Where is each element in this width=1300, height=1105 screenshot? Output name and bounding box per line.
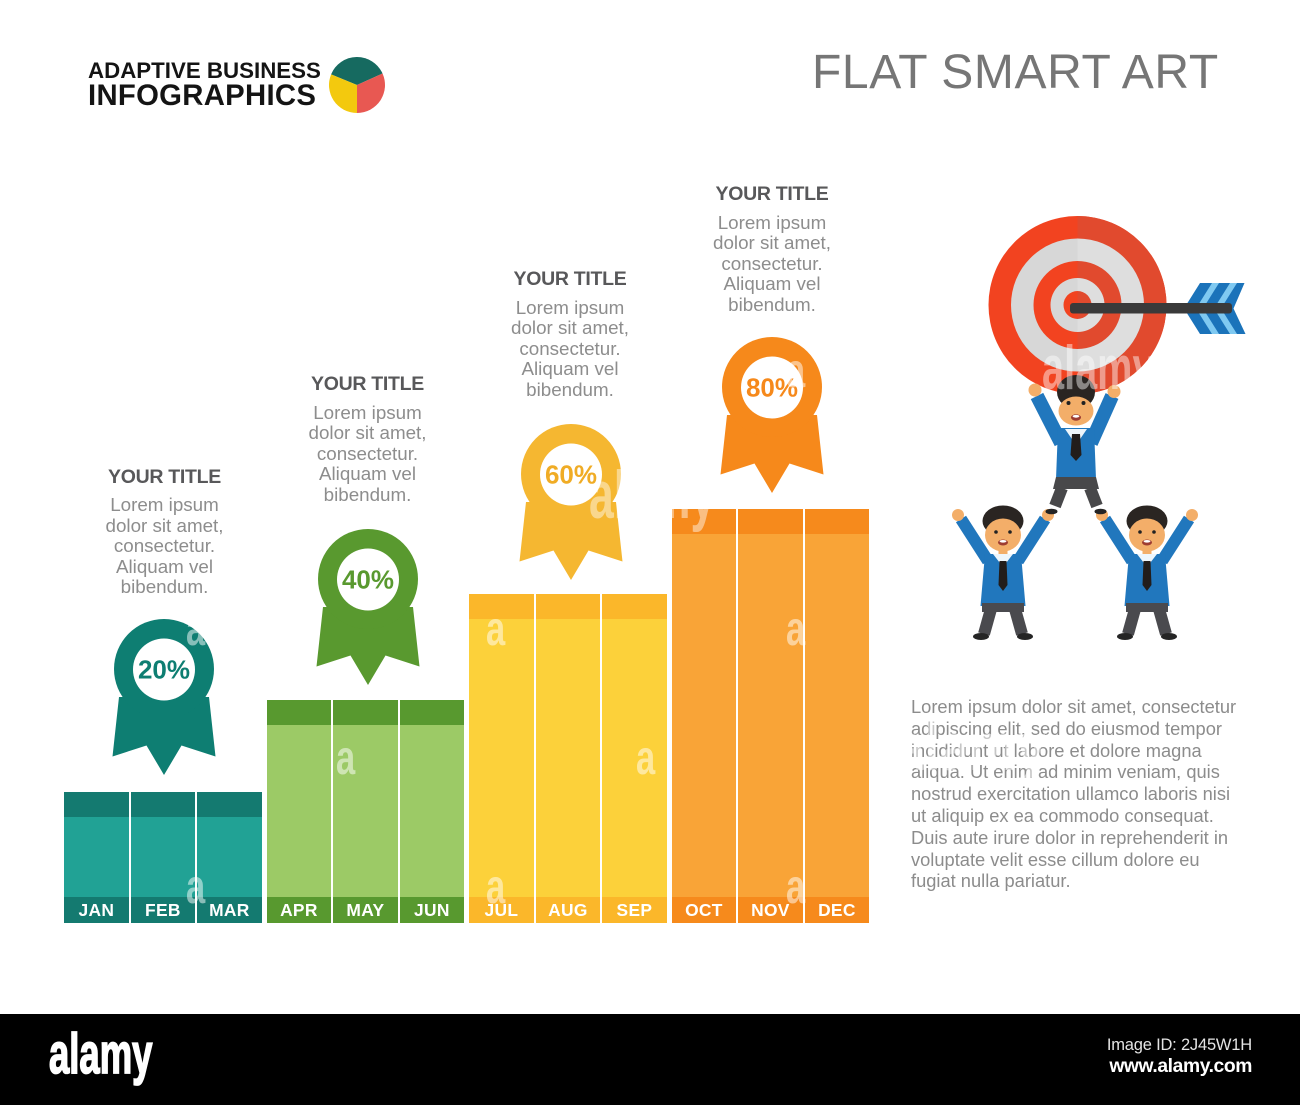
svg-text:40%: 40% bbox=[341, 564, 393, 594]
svg-text:60%: 60% bbox=[545, 459, 597, 489]
svg-text:80%: 80% bbox=[746, 373, 798, 403]
svg-text:20%: 20% bbox=[138, 655, 190, 685]
